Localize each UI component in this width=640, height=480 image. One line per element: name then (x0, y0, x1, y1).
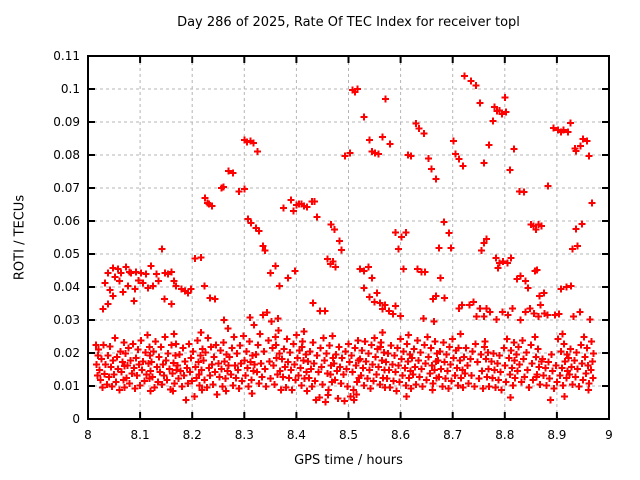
y-tick-label: 0 (72, 412, 80, 426)
x-tick-label: 8.9 (547, 428, 567, 442)
x-tick-label: 8.8 (495, 428, 515, 442)
y-tick-label: 0.03 (53, 313, 80, 327)
x-tick-label: 8.4 (286, 428, 306, 442)
x-tick-label: 9 (605, 428, 613, 442)
y-tick-label: 0.11 (53, 49, 80, 63)
x-tick-label: 8 (84, 428, 92, 442)
x-tick-label: 8.3 (234, 428, 254, 442)
x-axis-label: GPS time / hours (294, 453, 403, 468)
data-points (92, 72, 597, 406)
y-tick-label: 0.06 (53, 214, 80, 228)
y-tick-label: 0.07 (53, 181, 80, 195)
x-tick-label: 8.2 (182, 428, 202, 442)
y-tick-label: 0.01 (53, 379, 80, 393)
x-tick-label: 8.7 (443, 428, 463, 442)
axis-ticks (87, 55, 610, 420)
y-tick-label: 0.02 (53, 346, 80, 360)
y-axis-label: ROTI / TECUs (12, 194, 28, 281)
x-tick-label: 8.5 (338, 428, 359, 442)
y-tick-label: 0.08 (53, 148, 80, 162)
y-tick-label: 0.1 (60, 82, 80, 96)
y-tick-label: 0.04 (53, 280, 80, 294)
chart-title: Day 286 of 2025, Rate Of TEC Index for r… (177, 15, 520, 30)
x-tick-label: 8.6 (391, 428, 411, 442)
y-tick-label: 0.09 (53, 115, 80, 129)
y-tick-label: 0.05 (53, 247, 80, 261)
x-tick-label: 8.1 (130, 428, 150, 442)
plot-border (87, 55, 610, 420)
